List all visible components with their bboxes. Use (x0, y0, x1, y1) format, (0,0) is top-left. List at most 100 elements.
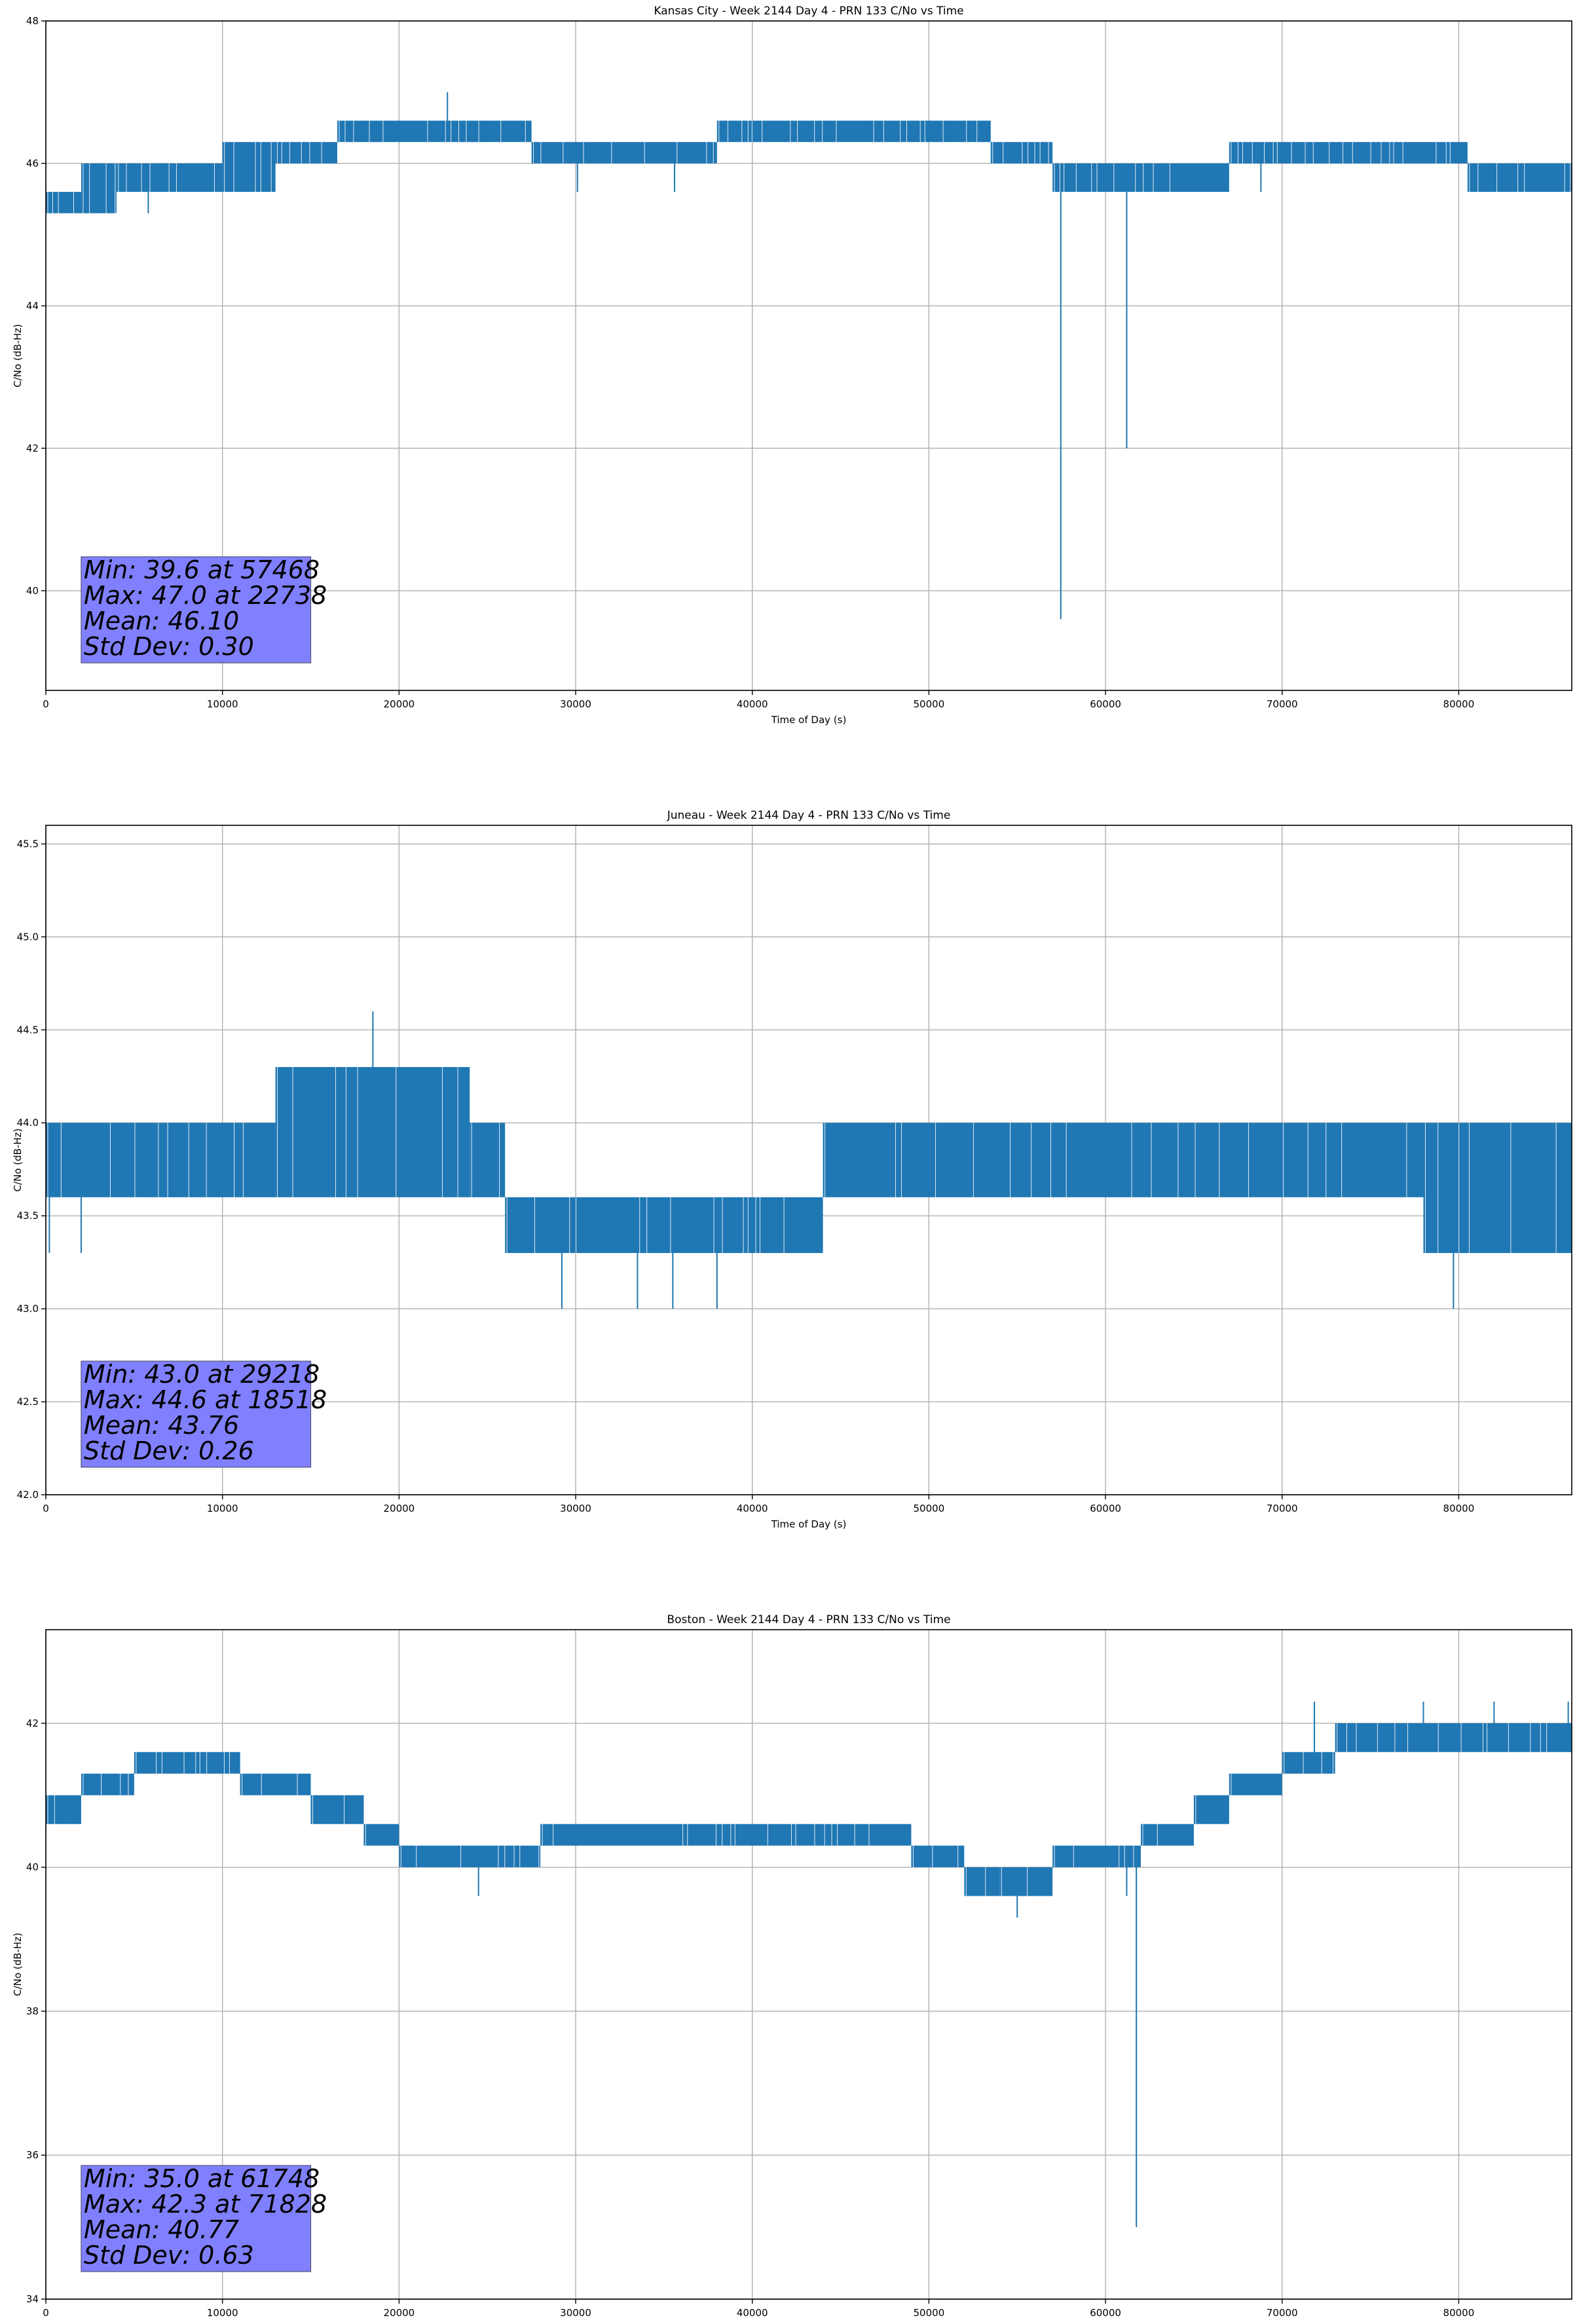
stats-line: Min: 39.6 at 57468 (84, 555, 320, 584)
series-band-fill (240, 1773, 311, 1795)
stats-box-bg (81, 2165, 312, 2272)
y-tick-label: 42 (26, 442, 39, 454)
data-series (46, 1011, 1572, 1309)
x-tick-label: 50000 (914, 1503, 945, 1514)
x-axis-label: Time of Day (s) (771, 714, 847, 726)
y-tick-label: 45.5 (17, 838, 39, 850)
series-band-fill (310, 1795, 364, 1824)
y-tick-label: 45.0 (17, 931, 39, 943)
x-tick-label: 30000 (560, 1503, 591, 1514)
series-band (823, 1123, 1176, 1197)
series-band-fill (1229, 141, 1468, 164)
series-band (1052, 163, 1229, 192)
stats-line: Max: 44.6 at 18518 (84, 1385, 327, 1414)
series-band-fill (1405, 1723, 1572, 1752)
series-band-fill (116, 163, 223, 192)
chart-title: Boston - Week 2144 Day 4 - PRN 133 C/No … (667, 1613, 950, 1626)
chart-panel-1: 0 10000 20000 30000 40000 50000 60000 70000 8000… (12, 5, 1572, 726)
y-axis-label: C/No (dB-Hz) (12, 1129, 24, 1192)
series-band (337, 121, 532, 142)
series-band (240, 1773, 311, 1795)
series-band (81, 163, 117, 214)
series-band-fill (46, 1123, 276, 1197)
y-tick-label: 40 (26, 1862, 39, 1873)
stats-line: Std Dev: 0.63 (84, 2241, 254, 2270)
series-band (46, 191, 81, 214)
series-band (505, 1197, 823, 1253)
series-band-fill (999, 1867, 1053, 1896)
series-band-fill (222, 141, 276, 192)
stats-line: Std Dev: 0.30 (84, 632, 254, 661)
x-tick-label: 60000 (1090, 698, 1121, 710)
series-band (1229, 1773, 1282, 1795)
series-band-fill (1282, 1752, 1335, 1774)
series-band-fill (540, 1824, 912, 1846)
series-band (1423, 1123, 1572, 1253)
data-series (46, 1701, 1572, 2228)
x-tick-label: 50000 (914, 698, 945, 710)
x-tick-label: 20000 (383, 698, 415, 710)
x-tick-label: 40000 (737, 698, 768, 710)
y-tick-label: 43.0 (17, 1303, 39, 1315)
y-tick-label: 43.5 (17, 1210, 39, 1222)
y-tick-label: 42.0 (17, 1489, 39, 1501)
stats-line: Std Dev: 0.26 (84, 1436, 254, 1465)
x-tick-label: 40000 (737, 1503, 768, 1514)
series-band (116, 163, 223, 192)
stats-line: Min: 35.0 at 61748 (84, 2164, 320, 2193)
series-band-fill (716, 121, 991, 142)
data-series (46, 92, 1572, 620)
series-band-fill (275, 141, 337, 164)
series-band (46, 1123, 276, 1197)
y-tick-label: 44.0 (17, 1117, 39, 1129)
x-tick-label: 10000 (207, 2307, 238, 2319)
series-band (1282, 1752, 1335, 1774)
y-tick-label: 46 (26, 157, 39, 169)
series-band (999, 1867, 1053, 1896)
x-tick-label: 60000 (1090, 1503, 1121, 1514)
series-band-fill (363, 1824, 399, 1846)
series-band-fill (990, 141, 1053, 164)
series-band (1229, 141, 1468, 164)
series-band-fill (46, 191, 81, 214)
axes-frame (45, 825, 1572, 1495)
series-band (399, 1845, 541, 1867)
x-tick-label: 30000 (560, 2307, 591, 2319)
y-axis-label: C/No (dB-Hz) (12, 324, 24, 388)
stats-line: Max: 42.3 at 71828 (84, 2190, 327, 2219)
series-band (531, 141, 717, 164)
chart-panel-3: 0 10000 20000 30000 40000 50000 60000 70000 8000… (12, 1613, 1572, 2324)
series-band (540, 1824, 912, 1846)
series-band (363, 1824, 399, 1846)
series-band (275, 141, 337, 164)
y-tick-label: 34 (26, 2293, 39, 2305)
y-axis-label: C/No (dB-Hz) (12, 1933, 24, 1996)
series-band (134, 1752, 240, 1774)
x-tick-label: 10000 (207, 698, 238, 710)
y-tick-label: 40 (26, 585, 39, 597)
x-tick-label: 80000 (1443, 2307, 1475, 2319)
series-band-fill (46, 1795, 81, 1824)
stats-line: Mean: 46.10 (84, 607, 239, 635)
x-tick-label: 0 (43, 698, 49, 710)
x-axis-label: Time of Day (s) (771, 1518, 847, 1530)
series-band (275, 1067, 470, 1197)
series-band (46, 1795, 81, 1824)
x-tick-label: 0 (43, 2307, 49, 2319)
series-band-fill (964, 1867, 1000, 1896)
series-band-fill (1229, 1773, 1282, 1795)
x-tick-label: 70000 (1267, 1503, 1298, 1514)
x-tick-label: 10000 (207, 1503, 238, 1514)
axes-frame (45, 20, 1572, 691)
series-band-fill (1176, 1123, 1424, 1197)
x-tick-label: 70000 (1267, 698, 1298, 710)
series-band-fill (1140, 1824, 1194, 1846)
stats-line: Min: 43.0 at 29218 (84, 1360, 320, 1389)
series-band (1140, 1824, 1194, 1846)
series-band-fill (1467, 163, 1572, 192)
series-band-fill (911, 1845, 965, 1867)
